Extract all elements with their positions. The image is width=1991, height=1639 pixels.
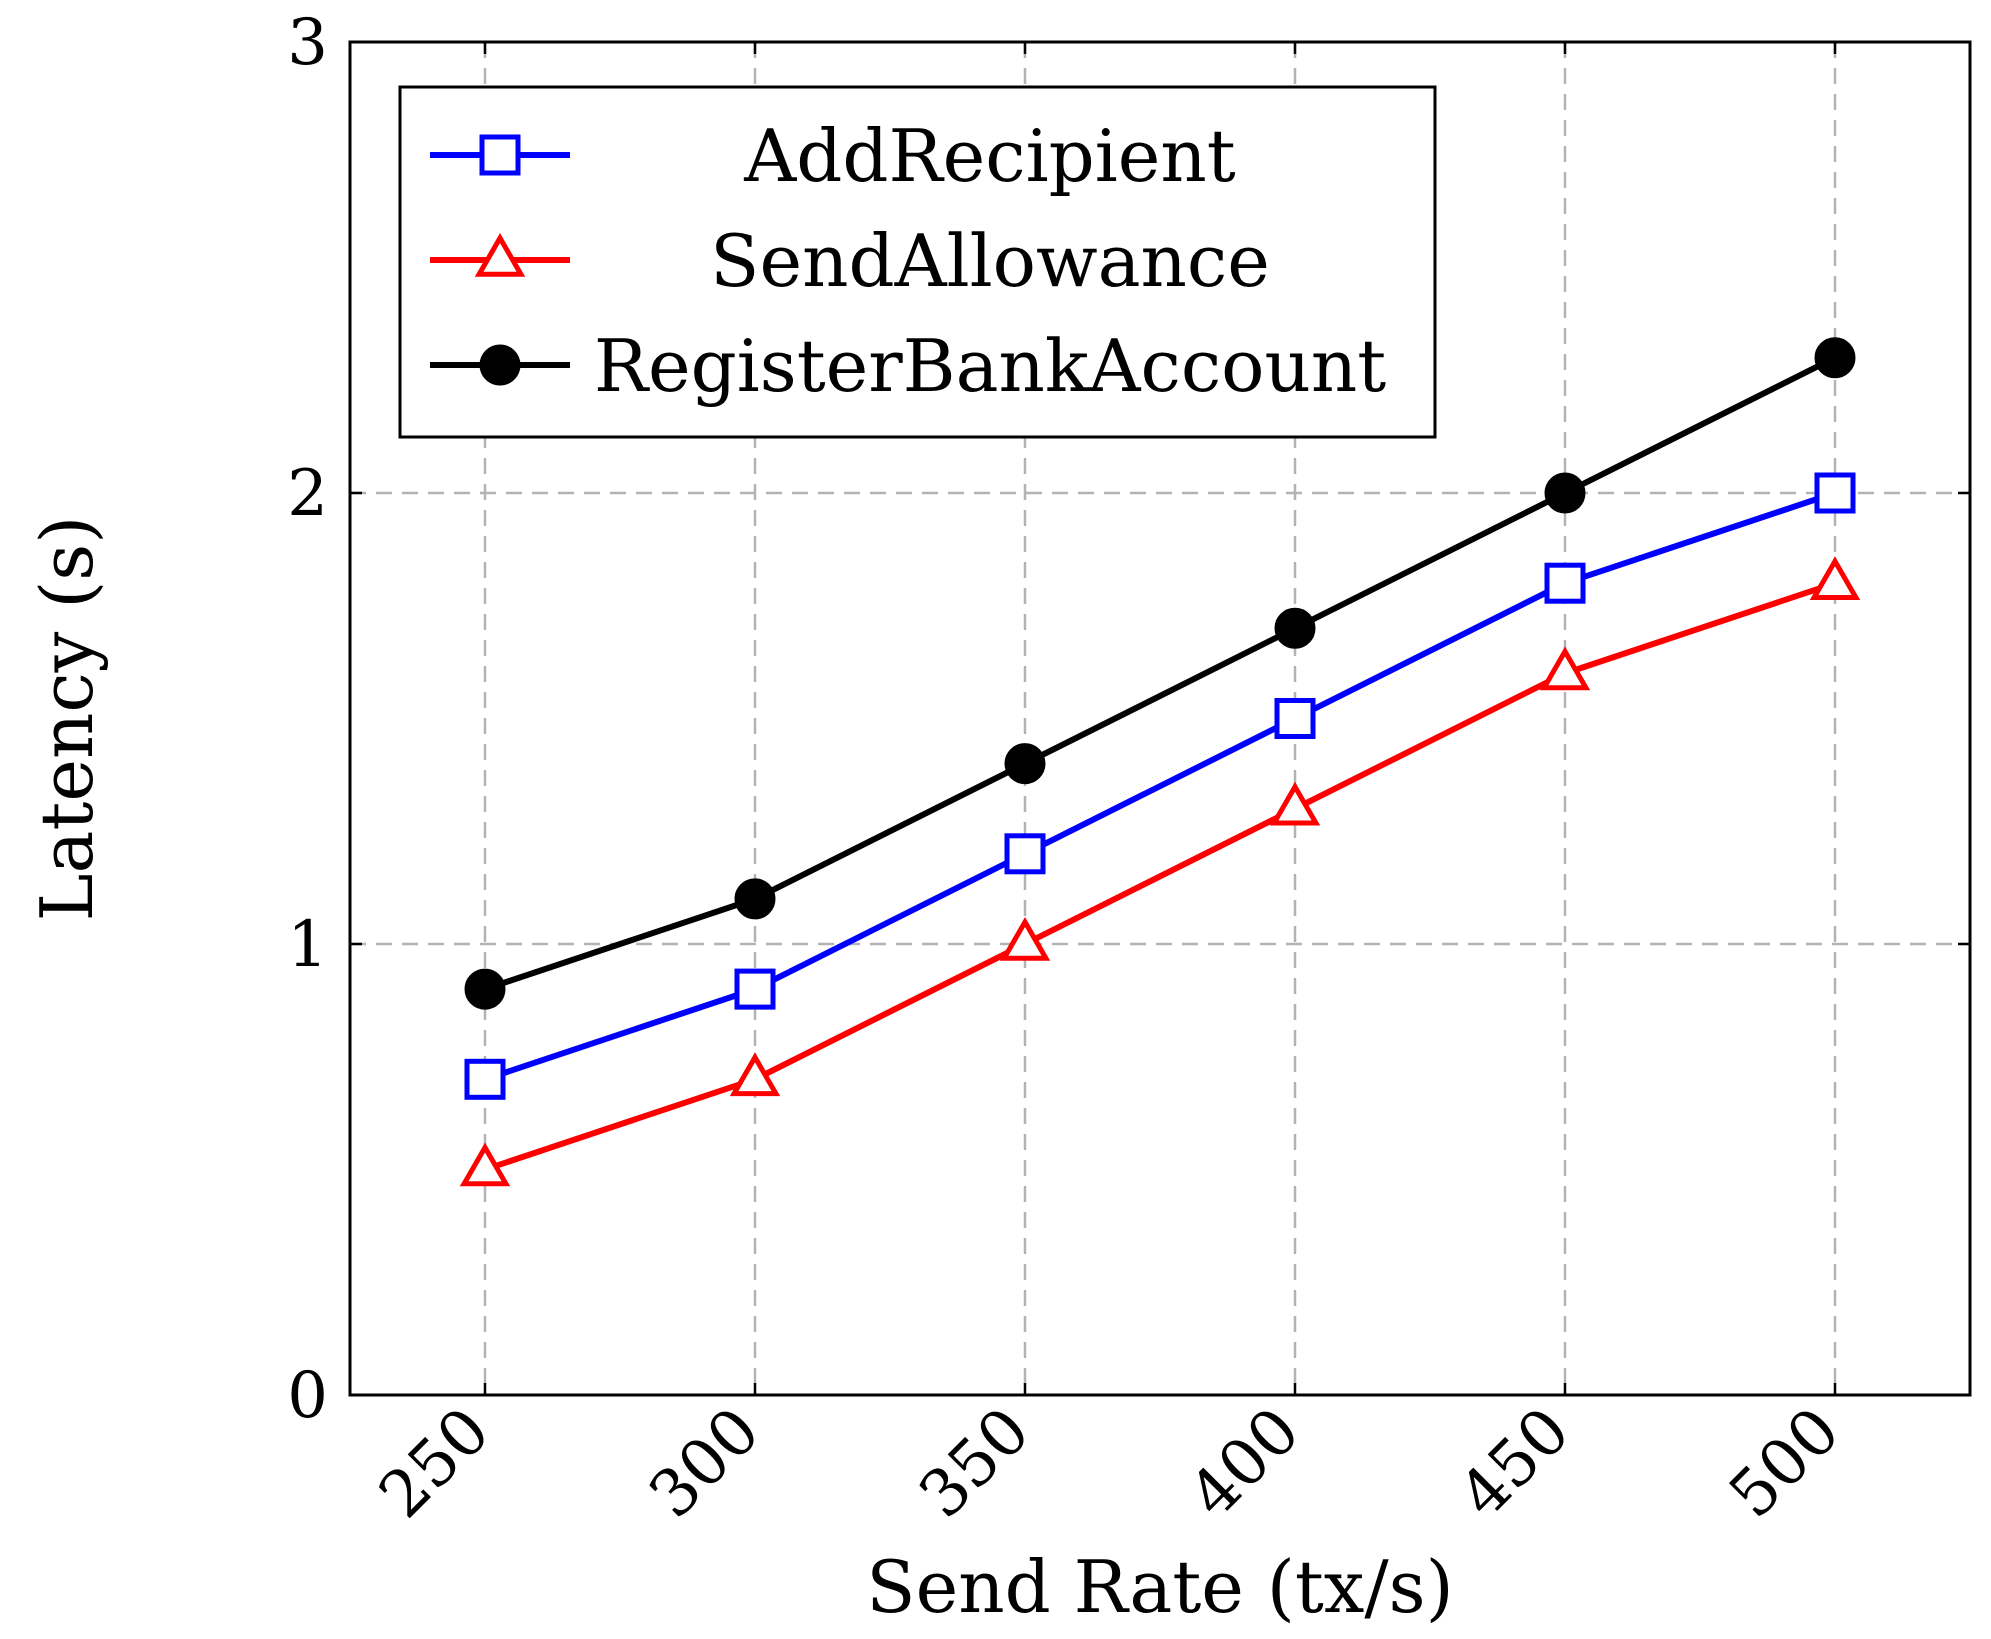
series-line bbox=[484, 580, 1836, 1173]
data-point bbox=[734, 878, 776, 920]
data-point bbox=[1544, 472, 1586, 514]
data-point bbox=[1274, 607, 1316, 649]
y-tick-label: 3 bbox=[287, 6, 328, 80]
data-point bbox=[1004, 833, 1046, 875]
legend: AddRecipient SendAllowance RegisterBankAcc… bbox=[398, 85, 1437, 439]
legend-marker bbox=[479, 344, 521, 386]
data-point bbox=[1274, 698, 1316, 739]
x-tick-label: 300 bbox=[636, 1394, 775, 1533]
series-RegisterBankAccount bbox=[464, 337, 1856, 1010]
x-tick-label: 450 bbox=[1446, 1394, 1585, 1533]
y-tick-label: 2 bbox=[287, 457, 328, 531]
series-layer bbox=[459, 337, 1861, 1187]
data-point bbox=[1814, 472, 1856, 514]
legend-label: AddRecipient bbox=[743, 114, 1235, 198]
data-point bbox=[999, 916, 1051, 961]
x-tick-label: 350 bbox=[906, 1394, 1045, 1533]
series-line bbox=[484, 490, 1836, 1083]
data-point bbox=[464, 1058, 506, 1100]
data-point bbox=[459, 1142, 511, 1187]
x-tick-label: 400 bbox=[1176, 1394, 1315, 1533]
series-SendAllowance bbox=[459, 556, 1861, 1187]
y-axis-label: Latency (s) bbox=[25, 516, 109, 922]
legend-label: RegisterBankAccount bbox=[594, 324, 1386, 408]
data-point bbox=[464, 968, 506, 1010]
plot-frame bbox=[348, 40, 1972, 1397]
legend-marker bbox=[479, 134, 521, 176]
y-tick-label: 0 bbox=[287, 1359, 328, 1433]
y-tick-label: 1 bbox=[287, 908, 328, 982]
x-axis-label: Send Rate (tx/s) bbox=[866, 1545, 1453, 1629]
legend-label: SendAllowance bbox=[710, 219, 1270, 303]
x-tick-label: 500 bbox=[1716, 1394, 1855, 1533]
x-tick-label: 250 bbox=[366, 1394, 505, 1533]
data-point bbox=[1544, 562, 1586, 604]
series-AddRecipient bbox=[464, 472, 1856, 1100]
data-point bbox=[729, 1052, 781, 1097]
data-point bbox=[1269, 781, 1321, 826]
data-point bbox=[1809, 556, 1861, 600]
series-line bbox=[484, 355, 1837, 992]
data-point bbox=[734, 968, 776, 1010]
legend-marker bbox=[474, 232, 526, 277]
data-point bbox=[1814, 337, 1856, 379]
data-point bbox=[1539, 646, 1591, 691]
data-point bbox=[1004, 743, 1046, 785]
legend-box bbox=[398, 85, 1437, 439]
